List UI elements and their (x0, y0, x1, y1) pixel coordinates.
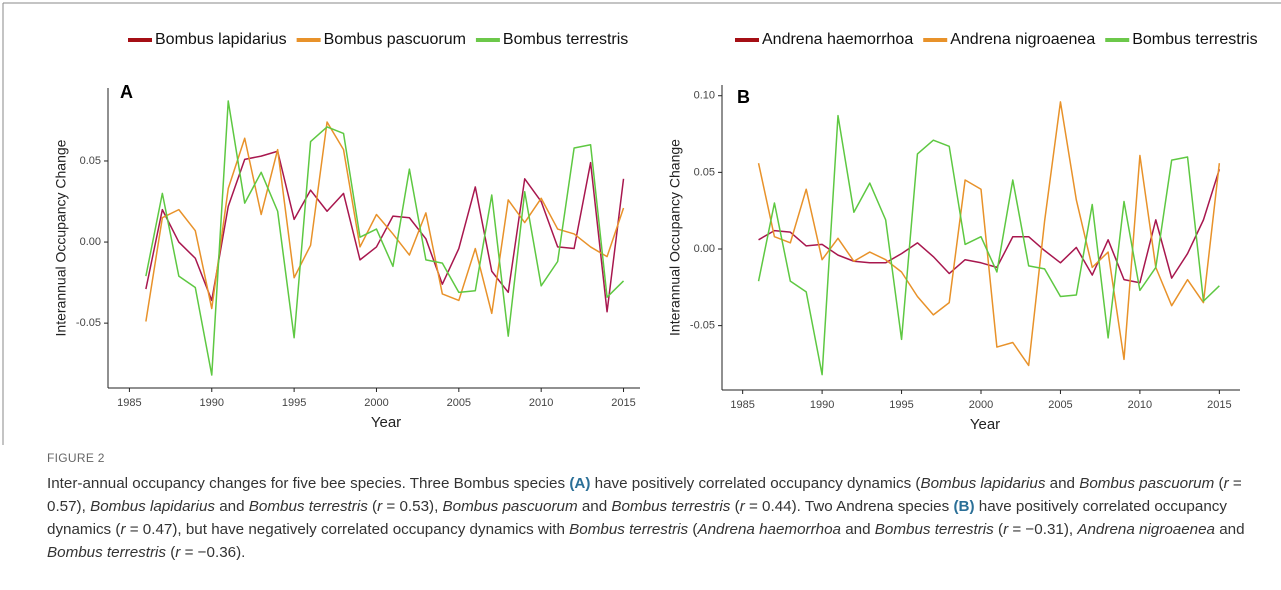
caption-run: Bombus pascuorum (442, 498, 578, 515)
series-line (757, 114, 1220, 376)
x-tick-label: 2015 (1207, 399, 1231, 411)
series-line (145, 121, 625, 322)
x-tick-label: 2015 (611, 397, 635, 409)
caption-run: = 0.57), (47, 475, 1242, 515)
series-line (145, 150, 625, 313)
caption-run: Bombus terrestris (47, 544, 167, 561)
panel-label: A (120, 82, 133, 102)
y-tick-label: 0.05 (80, 155, 101, 167)
legend-label: Bombus terrestris (503, 31, 628, 48)
legend-label: Andrena nigroaenea (950, 31, 1095, 48)
caption-run: = −0.31), (1008, 521, 1078, 538)
x-tick-label: 1990 (200, 397, 224, 409)
series-line (757, 101, 1221, 367)
caption-run: Bombus terrestris (569, 521, 689, 538)
caption-run: and (1215, 521, 1245, 538)
caption-run: and (840, 521, 875, 538)
y-axis-title: Interannual Occupancy Change (53, 139, 69, 336)
x-tick-label: 1995 (282, 397, 306, 409)
caption-run: (B) (953, 498, 975, 515)
x-axis-title: Year (371, 414, 401, 431)
x-tick-label: 1985 (730, 399, 754, 411)
figure: -0.05 0.00 0.05 1985 1990 1995 2000 2005 2010 201… (2, 2, 1281, 445)
caption-run: and (1045, 475, 1080, 492)
panel-label: B (737, 87, 750, 107)
x-tick-label: 2005 (1048, 399, 1072, 411)
x-tick-label: 1995 (889, 399, 913, 411)
caption-run: Bombus terrestris (611, 498, 731, 515)
series-line (145, 100, 625, 376)
y-axis-title: Interannual Occupancy Change (667, 139, 683, 336)
y-tick-label: -0.05 (76, 317, 101, 329)
caption-run: Andrena haemorrhoa (697, 521, 841, 538)
caption-run: ( (367, 498, 378, 515)
caption-run: = 0.53), (382, 498, 443, 515)
caption-run: = 0.44). Two Andrena species (744, 498, 954, 515)
caption-run: r (377, 498, 383, 515)
caption-run: have positively correlated occupancy dyn… (590, 475, 921, 492)
caption-run: (A) (569, 475, 591, 492)
x-tick-label: 1985 (117, 397, 141, 409)
caption-run: Bombus terrestris (248, 498, 368, 515)
caption-run: r (1223, 475, 1229, 492)
x-tick-label: 1990 (810, 399, 834, 411)
x-tick-label: 2000 (969, 399, 993, 411)
x-tick-label: 2000 (364, 397, 388, 409)
caption-run: ( (730, 498, 740, 515)
y-tick-label: 0.00 (694, 243, 715, 255)
caption-run: r (175, 544, 181, 561)
caption-run: Bombus lapidarius (920, 475, 1046, 492)
caption-run: ( (688, 521, 698, 538)
figure-label: FIGURE 2 (47, 451, 105, 465)
x-tick-label: 2005 (447, 397, 471, 409)
caption-run: Bombus lapidarius (90, 498, 216, 515)
caption-run: and (577, 498, 612, 515)
caption-run: = 0.47), but have negatively correlated … (125, 521, 570, 538)
caption-run: ( (1214, 475, 1224, 492)
caption-run: Inter-annual occupancy changes for five … (47, 475, 570, 492)
x-tick-label: 2010 (529, 397, 553, 409)
legend-label: Bombus terrestris (1132, 31, 1257, 48)
caption-run: and (215, 498, 249, 515)
caption-run: ( (993, 521, 1004, 538)
y-tick-label: 0.05 (694, 166, 715, 178)
caption-run: r (120, 521, 126, 538)
y-tick-label: 0.10 (694, 90, 715, 102)
caption: Inter-annual occupancy changes for five … (47, 472, 1252, 564)
caption-run: r (739, 498, 745, 515)
x-tick-label: 2010 (1128, 399, 1152, 411)
y-tick-label: 0.00 (80, 236, 101, 248)
caption-run: r (1003, 521, 1009, 538)
legend-label: Andrena haemorrhoa (762, 31, 913, 48)
caption-run: have positively correlated occupancy dyn… (47, 498, 1227, 538)
legend-label: Bombus pascuorum (324, 31, 466, 48)
x-axis-title: Year (970, 416, 1000, 433)
caption-run: Andrena nigroaenea (1077, 521, 1216, 538)
caption-run: Bombus terrestris (874, 521, 994, 538)
y-tick-label: -0.05 (690, 320, 715, 332)
caption-run: ( (166, 544, 176, 561)
caption-run: = −0.36). (180, 544, 246, 561)
legend-label: Bombus lapidarius (155, 31, 287, 48)
caption-run: Bombus pascuorum (1079, 475, 1215, 492)
